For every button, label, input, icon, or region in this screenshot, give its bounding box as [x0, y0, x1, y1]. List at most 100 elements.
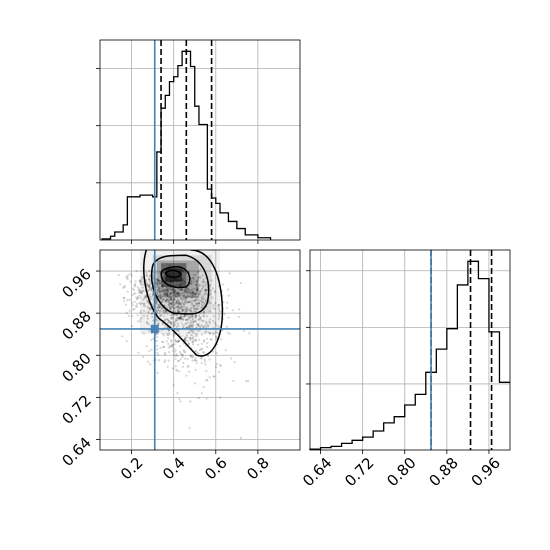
joint-sample-point [188, 291, 191, 294]
joint-sample-point [142, 356, 145, 359]
joint-sample-point [198, 301, 201, 305]
joint-sample-point [187, 295, 190, 298]
joint-sample-point [130, 325, 133, 328]
joint-sample-point [162, 297, 165, 300]
joint-sample-point [171, 295, 174, 298]
joint-sample-point [145, 345, 148, 348]
joint-sample-point [164, 318, 167, 321]
joint-sample-point [183, 301, 186, 304]
joint-sample-point [178, 359, 181, 362]
joint-sample-point [167, 337, 170, 340]
joint-sample-point [181, 355, 184, 358]
joint-sample-point [205, 288, 208, 291]
joint-sample-point [194, 350, 198, 353]
joint-sample-point [197, 318, 200, 321]
joint-sample-point [192, 280, 195, 283]
joint-sample-point [181, 315, 184, 319]
joint-sample-point [186, 288, 189, 291]
joint-sample-point [213, 375, 216, 378]
joint-sample-point [155, 286, 158, 289]
joint-sample-point [148, 274, 152, 277]
joint-sample-point [177, 340, 180, 343]
joint-sample-point [186, 291, 189, 294]
joint-sample-point [172, 289, 175, 292]
joint-sample-point [230, 357, 233, 360]
joint-sample-point [209, 338, 212, 341]
joint-sample-point [150, 312, 153, 315]
joint-sample-point [171, 306, 174, 309]
joint-sample-point [173, 290, 176, 294]
joint-sample-point [186, 334, 189, 337]
joint-sample-point [172, 307, 176, 310]
joint-sample-point [192, 330, 195, 333]
joint-sample-point [147, 278, 150, 281]
joint-sample-point [155, 271, 158, 274]
joint-sample-point [165, 294, 168, 297]
joint-sample-point [126, 277, 129, 280]
joint-sample-point [174, 289, 177, 292]
joint-sample-point [197, 270, 200, 273]
joint-sample-point [137, 286, 140, 289]
joint-sample-point [202, 339, 205, 342]
joint-sample-point [130, 274, 133, 277]
joint-sample-point [166, 298, 169, 302]
joint-sample-point [183, 315, 186, 318]
joint-sample-point [169, 287, 172, 290]
joint-sample-point [186, 275, 189, 278]
joint-sample-point [159, 296, 162, 300]
joint-sample-point [170, 292, 173, 295]
joint-sample-point [148, 284, 151, 288]
joint-sample-point [166, 293, 169, 297]
joint-sample-point [173, 320, 176, 324]
joint-sample-point [189, 292, 192, 295]
joint-sample-point [146, 285, 149, 288]
joint-sample-point [160, 301, 164, 304]
joint-sample-point [138, 280, 141, 283]
joint-sample-point [140, 279, 143, 282]
joint-sample-point [146, 314, 149, 318]
joint-sample-point [162, 284, 165, 287]
joint-sample-point [173, 296, 176, 300]
joint-sample-point [189, 316, 192, 319]
joint-sample-point [176, 392, 179, 395]
joint-sample-point [161, 283, 164, 286]
joint-sample-point [142, 302, 145, 305]
joint-sample-point [159, 294, 162, 297]
joint-sample-point [175, 353, 178, 356]
joint-sample-point [169, 321, 172, 324]
joint-sample-point [158, 286, 161, 289]
joint-sample-point [181, 302, 184, 305]
joint-sample-point [166, 318, 169, 321]
joint-sample-point [181, 282, 184, 285]
joint-sample-point [192, 307, 196, 310]
joint-sample-point [194, 293, 197, 296]
joint-sample-point [190, 299, 193, 302]
joint-sample-point [157, 353, 160, 356]
joint-sample-point [174, 354, 177, 357]
joint-sample-point [191, 291, 194, 294]
joint-sample-point [185, 374, 188, 377]
joint-sample-point [182, 269, 185, 272]
joint-sample-point [159, 346, 162, 349]
joint-sample-point [218, 315, 221, 318]
joint-sample-point [160, 296, 163, 299]
joint-sample-point [184, 300, 187, 303]
joint-sample-point [171, 367, 175, 370]
joint-sample-point [165, 286, 168, 289]
joint-sample-point [179, 318, 182, 321]
joint-sample-point [145, 295, 148, 298]
joint-sample-point [159, 298, 162, 301]
joint-sample-point [139, 280, 143, 284]
joint-sample-point [189, 324, 192, 327]
joint-sample-point [196, 289, 199, 292]
joint-sample-point [167, 301, 170, 304]
joint-sample-point [163, 291, 166, 294]
joint-sample-point [190, 279, 193, 282]
joint-sample-point [171, 349, 174, 352]
joint-sample-point [200, 348, 203, 351]
joint-sample-point [200, 287, 204, 290]
joint-sample-point [193, 299, 196, 302]
joint-sample-point [155, 282, 158, 285]
joint-sample-point [201, 347, 204, 350]
joint-sample-point [177, 339, 181, 342]
